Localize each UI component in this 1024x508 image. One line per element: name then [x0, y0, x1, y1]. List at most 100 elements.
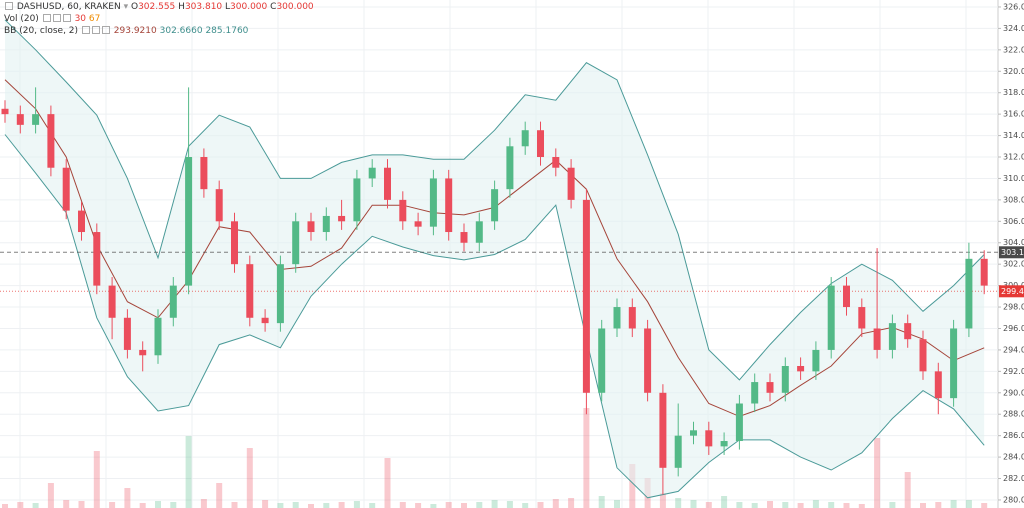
candle-body	[368, 167, 376, 179]
volume-bar	[231, 502, 238, 508]
volume-name: Vol (20)	[4, 14, 39, 24]
candle-body	[292, 221, 300, 265]
volume-bar	[185, 436, 192, 508]
y-tick-label: 284.00	[1003, 453, 1024, 462]
volume-bar	[292, 502, 299, 508]
volume-bar	[430, 504, 437, 508]
y-tick-label: 306.00	[1003, 217, 1024, 226]
candle-body	[78, 210, 85, 233]
volume-bar	[583, 408, 590, 508]
volume-bar	[568, 498, 575, 508]
candle-body	[169, 285, 177, 318]
y-tick-label: 322.00	[1003, 45, 1024, 54]
volume-bar	[506, 501, 513, 508]
settings-icon[interactable]	[91, 26, 100, 34]
candle-body	[659, 392, 667, 468]
volume-bar	[598, 496, 605, 508]
candle-body	[123, 317, 131, 350]
candle-body	[720, 441, 728, 447]
bb-lower	[4, 134, 985, 499]
volume-bar	[139, 503, 146, 508]
volume-bar	[828, 502, 835, 508]
candle-body	[552, 157, 560, 168]
volume-bar	[629, 464, 636, 508]
close-icon[interactable]	[62, 14, 71, 22]
volume-bar	[216, 483, 223, 508]
y-tick-label: 286.00	[1003, 431, 1024, 440]
volume-bar	[614, 500, 620, 508]
candle-body	[858, 307, 866, 329]
candle-body	[246, 264, 254, 318]
y-tick-label: 292.00	[1003, 367, 1024, 376]
ohlc-value: 303.810	[184, 2, 223, 12]
ohlc-label: C	[270, 2, 277, 12]
settings-icon[interactable]	[52, 14, 61, 22]
candle-body	[628, 307, 636, 329]
candle-body	[751, 382, 759, 404]
candle-body	[108, 285, 116, 318]
y-tick-label: 282.00	[1003, 474, 1024, 483]
volume-bar	[246, 448, 253, 508]
candle-body	[32, 114, 40, 125]
candle-body	[521, 130, 529, 147]
candle-body	[567, 167, 575, 200]
candle-body	[827, 285, 835, 350]
bb-value: 285.1760	[205, 26, 249, 36]
eye-icon[interactable]	[81, 26, 90, 34]
volume-legend: Vol (20) 30 67	[4, 13, 100, 25]
y-tick-label: 320.00	[1003, 67, 1024, 76]
ohlc-value: 302.555	[138, 2, 176, 12]
y-tick-label: 294.00	[1003, 345, 1024, 354]
candle-body	[62, 167, 70, 211]
volume-bar	[32, 503, 39, 508]
bb-legend: BB (20, close, 2) 293.9210 302.6660 285.…	[4, 25, 248, 37]
y-tick-label: 288.00	[1003, 410, 1024, 419]
y-tick-label: 290.00	[1003, 388, 1024, 397]
candle-body	[812, 349, 820, 372]
volume-bar	[920, 503, 926, 508]
y-tick-label: 296.00	[1003, 324, 1024, 333]
ohlc-value: 300.000	[276, 2, 314, 12]
bb-upper	[4, 19, 985, 381]
volume-bar	[812, 500, 819, 508]
candle-body	[231, 221, 238, 265]
y-tick-label: 324.00	[1003, 24, 1024, 33]
volume-bar	[200, 499, 207, 508]
volume-bar	[751, 503, 758, 508]
volume-bar	[874, 438, 881, 508]
volume-bar	[109, 502, 116, 508]
volume-bar	[323, 503, 330, 508]
volume-bar	[782, 502, 789, 508]
price-tag	[999, 246, 1024, 259]
volume-bar	[537, 502, 544, 508]
candle-body	[690, 430, 697, 436]
volume-bar	[262, 500, 269, 508]
candle-body	[276, 264, 284, 324]
candle-body	[139, 349, 147, 356]
price-tag-label: 303.11	[1001, 248, 1024, 257]
volume-bar	[935, 502, 942, 508]
candle-body	[904, 323, 912, 340]
candle-body	[674, 435, 682, 468]
candle-body	[537, 130, 544, 158]
candle-body	[215, 189, 223, 222]
volume-bar	[491, 500, 498, 508]
candle-body	[980, 258, 988, 286]
y-tick-label: 280.00	[1003, 495, 1024, 504]
menu-arrow[interactable]: ▾	[123, 2, 129, 12]
volume-bar	[858, 504, 865, 508]
candle-body	[384, 167, 391, 200]
symbol: DASHUSD, 60, KRAKEN	[16, 2, 121, 12]
eye-icon[interactable]	[42, 14, 51, 22]
y-tick-label: 312.00	[1003, 153, 1024, 162]
ohlc-label: L	[225, 2, 231, 12]
ohlc-label: O	[130, 2, 139, 12]
candle-body	[475, 221, 483, 243]
candle-body	[414, 221, 422, 227]
candle-body	[445, 178, 453, 233]
close-icon[interactable]	[101, 26, 110, 34]
collapse-icon[interactable]	[5, 2, 13, 10]
volume-bar	[2, 504, 8, 508]
